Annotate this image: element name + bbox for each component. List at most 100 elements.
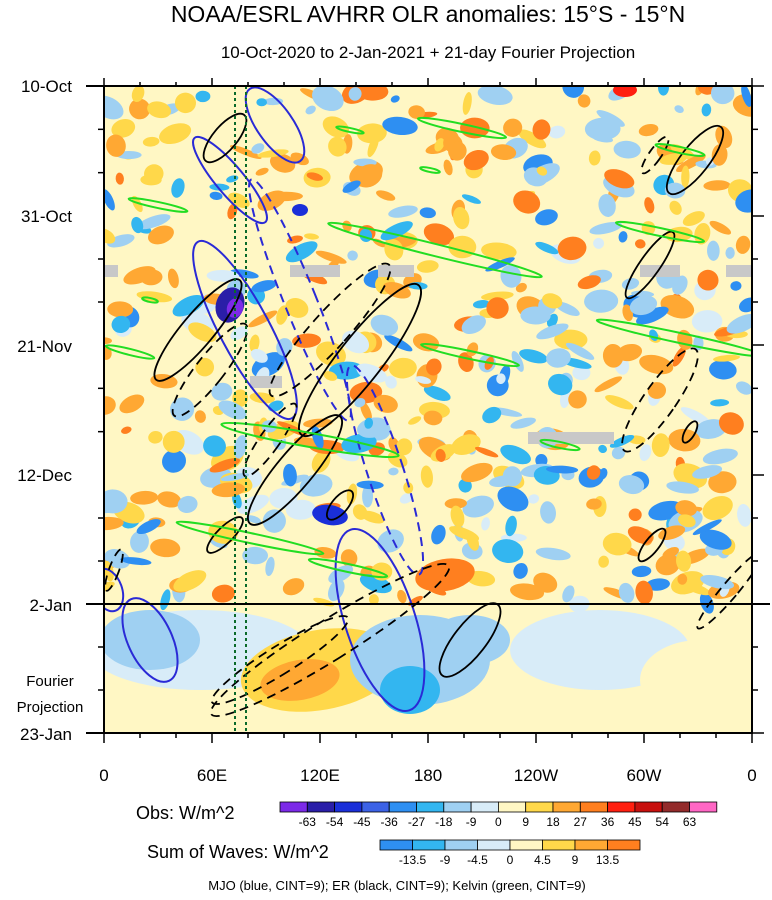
anomaly-patch: [548, 373, 573, 396]
colorbar-label: -63: [299, 815, 317, 829]
anomaly-patch: [285, 499, 316, 520]
anomaly-patch: [368, 594, 379, 605]
anomaly-patch: [383, 281, 411, 299]
y-tick-label: 21-Nov: [17, 337, 72, 356]
er-contour: [171, 322, 249, 418]
anomaly-patch: [354, 164, 383, 188]
colorbar-swatch: [279, 801, 308, 813]
anomaly-patch: [233, 435, 247, 459]
anomaly-patch: [481, 291, 514, 301]
anomaly-patch: [481, 517, 490, 531]
anomaly-patch: [426, 358, 442, 376]
anomaly-patch: [312, 504, 348, 526]
anomaly-patch: [159, 123, 192, 145]
anomaly-patch: [370, 314, 399, 336]
er-contour: [681, 420, 699, 444]
anomaly-patch: [352, 504, 368, 520]
anomaly-patch: [119, 394, 145, 414]
x-axis-labels: 0 60E 120E 180 120W 60W 0: [99, 766, 756, 785]
anomaly-patch: [209, 458, 241, 473]
anomaly-patch: [140, 269, 163, 286]
anomaly-patch: [173, 570, 207, 592]
anomaly-patch: [672, 275, 688, 295]
anomaly-patch: [588, 150, 601, 166]
anomaly-patch: [458, 478, 472, 493]
anomaly-patch: [104, 228, 116, 244]
er-contour: [696, 550, 752, 630]
anomaly-patch: [397, 589, 407, 604]
mjo-contour: [334, 528, 426, 712]
anomaly-patch: [137, 214, 171, 230]
anomaly-patch: [669, 200, 682, 215]
anomaly-patch: [589, 222, 623, 235]
missing-bar: [726, 265, 752, 277]
anomaly-patch: [106, 103, 120, 111]
anomaly-patch: [602, 343, 624, 368]
colorbar-label: 45: [628, 815, 642, 829]
anomaly-patch: [242, 546, 269, 565]
anomaly-patch: [463, 149, 489, 171]
anomaly-patch: [129, 98, 151, 120]
anomaly-patch: [211, 382, 233, 401]
anomaly-patch: [572, 365, 591, 381]
anomaly-patch: [396, 438, 413, 456]
anomaly-patch: [111, 119, 136, 138]
anomaly-patch: [497, 486, 529, 512]
anomaly-patch: [739, 297, 752, 313]
anomaly-patch: [250, 348, 268, 363]
anomaly-patch: [492, 539, 524, 564]
anomaly-patch: [299, 474, 333, 497]
anomaly-patch: [644, 197, 655, 214]
anomaly-patch: [611, 446, 626, 460]
x-tick-label: 120W: [514, 766, 558, 785]
anomaly-patch: [380, 666, 440, 714]
colorbar-swatch: [525, 801, 554, 813]
anomaly-patch: [515, 282, 527, 293]
anomaly-patch: [651, 433, 670, 457]
colorbar-label: 0: [495, 815, 502, 829]
anomaly-patch: [283, 463, 297, 487]
anomaly-patch: [646, 578, 670, 591]
missing-bar: [250, 376, 282, 388]
kelvin-contour: [654, 143, 706, 157]
anomaly-patch: [434, 138, 445, 152]
anomaly-patch: [618, 475, 645, 495]
anomaly-patch: [142, 136, 160, 147]
anomaly-patch: [408, 416, 422, 425]
anomaly-patch: [605, 395, 634, 410]
er-contour: [153, 278, 243, 382]
y-tick-label: 10-Oct: [21, 77, 72, 96]
anomaly-patch: [209, 183, 230, 191]
obs-colorbar-labels: -63 -54 -45 -36 -27 -18 -9 0 9 18 27 36 45 54 63: [299, 815, 697, 829]
colorbar-label: 63: [683, 815, 697, 829]
waves-colorbar: [379, 839, 641, 851]
anomaly-patch: [510, 583, 545, 601]
anomaly-patch: [305, 105, 316, 115]
er-contour: [298, 283, 422, 437]
anomaly-patch: [691, 310, 723, 333]
anomaly-patch: [285, 298, 309, 318]
anomaly-patch: [562, 585, 575, 603]
anomaly-patch: [115, 172, 124, 185]
anomaly-patch: [131, 216, 144, 234]
anomaly-patch: [598, 194, 616, 217]
anomaly-patch: [106, 134, 126, 157]
anomaly-patch: [412, 333, 440, 352]
anomaly-patch: [269, 153, 296, 173]
projection-label: Fourier: [26, 673, 74, 690]
missing-bar: [290, 265, 340, 277]
anomaly-patch: [697, 269, 719, 291]
colorbar-swatch: [361, 801, 390, 813]
anomaly-patch: [348, 87, 362, 101]
colorbar-label: 4.5: [534, 853, 551, 867]
anomaly-patch: [503, 118, 523, 137]
colorbar-swatch: [334, 801, 363, 813]
anomaly-patch: [130, 531, 149, 553]
colorbar-label: -45: [353, 815, 371, 829]
anomaly-patch: [203, 435, 226, 457]
anomaly-patch: [486, 297, 509, 319]
mjo-contour: [121, 597, 179, 683]
anomaly-patch: [251, 280, 277, 293]
er-contour: [326, 489, 354, 521]
kelvin-contour: [614, 220, 706, 244]
